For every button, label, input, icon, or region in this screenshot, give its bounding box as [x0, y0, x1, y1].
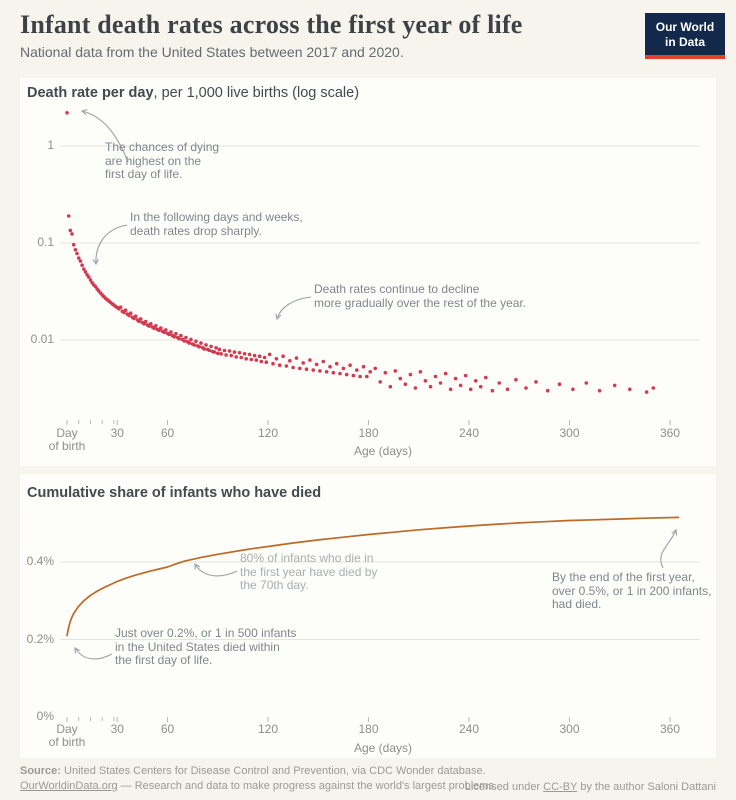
x-tick-label: 60	[160, 426, 175, 440]
cc-by-link[interactable]: CC-BY	[543, 781, 578, 793]
annotation-drop-sharply: In the following days and weeks, death r…	[130, 210, 303, 238]
scatter-x-axis-title: Age (days)	[353, 444, 413, 458]
page-title: Infant death rates across the first year…	[20, 10, 523, 39]
x-tick-label: 300	[559, 722, 580, 736]
x-tick-label: 120	[257, 722, 279, 736]
x-tick-label: Day of birth	[48, 722, 86, 749]
x-tick-label: 300	[559, 426, 580, 440]
annotation-end-of-year: By the end of the first year, over 0.5%,…	[552, 570, 712, 611]
footer-source-line: Source: United States Centers for Diseas…	[20, 764, 486, 778]
owid-logo-line2: in Data	[664, 35, 705, 49]
scatter-chart-panel	[20, 78, 716, 466]
annotation-decline-gradually: Death rates continue to decline more gra…	[314, 282, 527, 310]
x-tick-label: 180	[358, 722, 379, 736]
x-tick-label: 120	[257, 426, 279, 440]
y-tick-label: 1	[47, 138, 54, 152]
y-tick-label: 0.1	[37, 235, 54, 249]
footer-license-line: Licensed under CC-BY by the author Salon…	[465, 780, 716, 794]
scatter-chart-title-bold: Death rate per day	[27, 85, 154, 101]
x-tick-label: 30	[110, 722, 124, 736]
line-chart-title: Cumulative share of infants who have die…	[27, 485, 322, 501]
footer-tagline: — Research and data to make progress aga…	[117, 780, 497, 792]
x-tick-label: Day of birth	[48, 426, 86, 453]
footer-source-label: Source:	[20, 765, 61, 777]
license-suffix: by the author Saloni Dattani	[577, 781, 716, 793]
page-subtitle: National data from the United States bet…	[20, 44, 404, 60]
annotation-highest-first-day: The chances of dying are highest on the …	[105, 140, 220, 181]
footer-tagline-line: OurWorldinData.org — Research and data t…	[20, 779, 497, 793]
x-tick-label: 180	[358, 426, 379, 440]
x-tick-label: 30	[110, 426, 124, 440]
y-tick-label: 0.2%	[26, 631, 54, 646]
x-tick-label: 240	[458, 722, 480, 736]
annotation-first-day-cumulative: Just over 0.2%, or 1 in 500 infants in t…	[115, 626, 297, 667]
footer-source-text: United States Centers for Disease Contro…	[60, 765, 486, 777]
y-tick-label: 0.4%	[26, 554, 54, 568]
scatter-chart-title-rest: , per 1,000 live births (log scale)	[153, 85, 360, 101]
scatter-chart-title: Death rate per day, per 1,000 live birth…	[27, 85, 359, 101]
owid-site-link[interactable]: OurWorldinData.org	[20, 780, 118, 792]
x-tick-label: 240	[458, 426, 480, 440]
owid-logo-line1: Our World	[655, 20, 715, 34]
y-tick-label: 0%	[36, 709, 54, 723]
x-tick-label: 60	[160, 722, 175, 736]
line-chart-panel	[20, 474, 716, 758]
license-prefix: Licensed under	[464, 781, 544, 793]
x-tick-label: 360	[659, 722, 681, 736]
x-tick-label: 360	[659, 426, 681, 440]
y-tick-label: 0.01	[30, 332, 54, 346]
annotation-80-percent: 80% of infants who die in the first year…	[240, 551, 378, 592]
owid-logo[interactable]: Our World in Data	[645, 13, 725, 59]
line-x-axis-title: Age (days)	[353, 741, 413, 755]
